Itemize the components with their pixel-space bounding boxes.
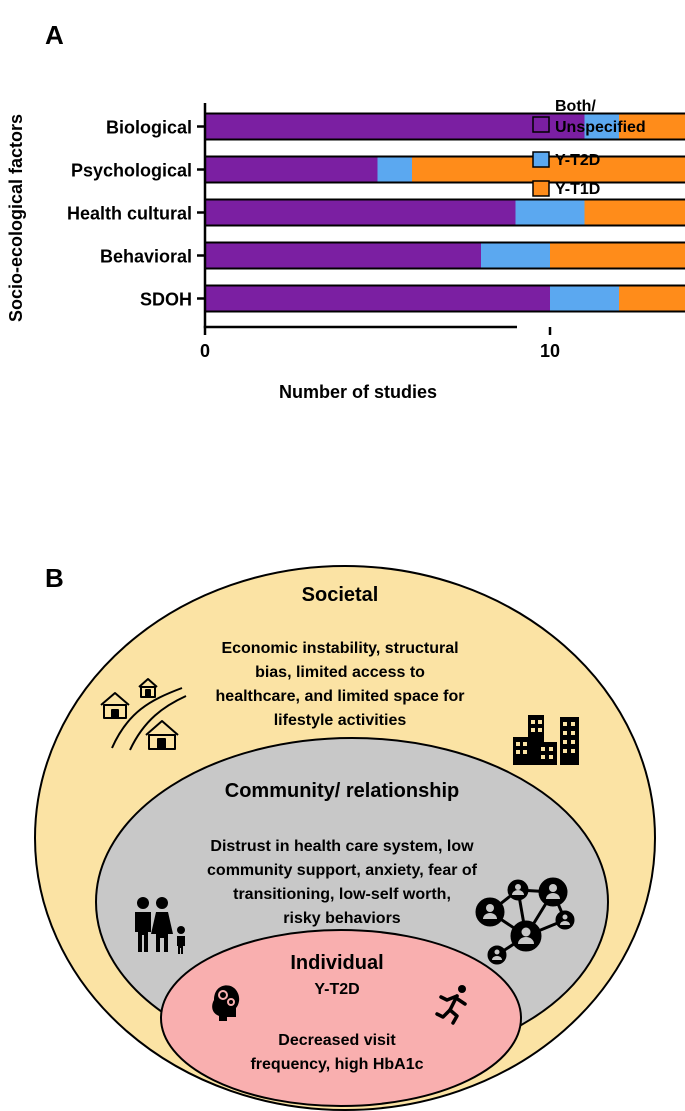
panel-a-label: A xyxy=(45,20,64,50)
bar-0-series-0 xyxy=(205,113,585,140)
bar-group xyxy=(204,112,685,313)
community-line-3: transitioning, low-self worth, xyxy=(233,886,451,903)
legend-label-2-0: Y-T1D xyxy=(555,181,600,198)
societal-line-4: lifestyle activities xyxy=(274,712,407,729)
bar-2-series-0 xyxy=(205,199,516,226)
bar-3-series-2 xyxy=(550,242,685,269)
legend: Both/Unspecified Y-T2D Y-T1D xyxy=(532,98,646,198)
social-network-icon xyxy=(475,877,575,965)
y-axis-ticks xyxy=(197,125,205,300)
bar-0-series-1 xyxy=(584,113,619,140)
family-icon xyxy=(135,897,185,954)
bar-2-series-2 xyxy=(584,199,685,226)
x-tick-label-0: 0 xyxy=(200,341,210,361)
societal-line-2: bias, limited access to xyxy=(255,664,425,681)
bar-4-series-0 xyxy=(205,285,550,312)
legend-swatch-0 xyxy=(532,116,550,133)
community-line-1: Distrust in health care system, low xyxy=(210,838,474,855)
brain-gears-icon xyxy=(212,985,240,1021)
runner-icon xyxy=(435,985,467,1025)
city-buildings-icon xyxy=(513,715,579,765)
x-axis-ticks: 0102030405060708090 xyxy=(200,327,560,361)
community-line-2: community support, anxiety, fear of xyxy=(207,862,478,879)
category-label-4: SDOH xyxy=(140,290,192,310)
legend-label-0-1: Unspecified xyxy=(555,119,646,136)
bar-2-series-1 xyxy=(515,199,585,226)
x-axis-title: Number of studies xyxy=(279,382,437,402)
bar-4-series-2 xyxy=(619,285,685,312)
panel-b-label: B xyxy=(45,563,64,593)
bar-3-series-0 xyxy=(205,242,481,269)
x-tick-label-1: 10 xyxy=(540,341,560,361)
houses-road-icon xyxy=(100,678,187,751)
legend-label-0-0: Both/ xyxy=(555,98,596,115)
bar-0-series-2 xyxy=(619,113,685,140)
societal-line-1: Economic instability, structural xyxy=(221,640,458,657)
individual-ellipse xyxy=(160,929,522,1107)
individual-subtitle: Y-T2D xyxy=(314,981,359,998)
category-label-0: Biological xyxy=(106,118,192,138)
legend-swatch-2 xyxy=(532,180,550,197)
bar-4-series-1 xyxy=(550,285,619,312)
bar-1-series-0 xyxy=(205,156,378,183)
individual-title: Individual xyxy=(290,952,383,974)
bar-1-series-1 xyxy=(377,156,412,183)
category-label-2: Health cultural xyxy=(67,204,192,224)
y-axis-title: Socio-ecological factors xyxy=(6,114,26,322)
community-title: Community/ relationship xyxy=(225,780,459,802)
legend-swatch-1 xyxy=(532,151,550,168)
community-line-4: risky behaviors xyxy=(283,910,401,927)
individual-line-1: Decreased visit xyxy=(278,1032,396,1049)
category-label-1: Psychological xyxy=(71,161,192,181)
bar-3-series-1 xyxy=(481,242,550,269)
societal-title: Societal xyxy=(302,584,379,606)
societal-line-3: healthcare, and limited space for xyxy=(216,688,465,705)
category-label-3: Behavioral xyxy=(100,247,192,267)
category-labels: Biological Psychological Health cultural Be… xyxy=(67,118,192,310)
individual-line-2: frequency, high HbA1c xyxy=(250,1056,423,1073)
legend-label-1-0: Y-T2D xyxy=(555,152,600,169)
